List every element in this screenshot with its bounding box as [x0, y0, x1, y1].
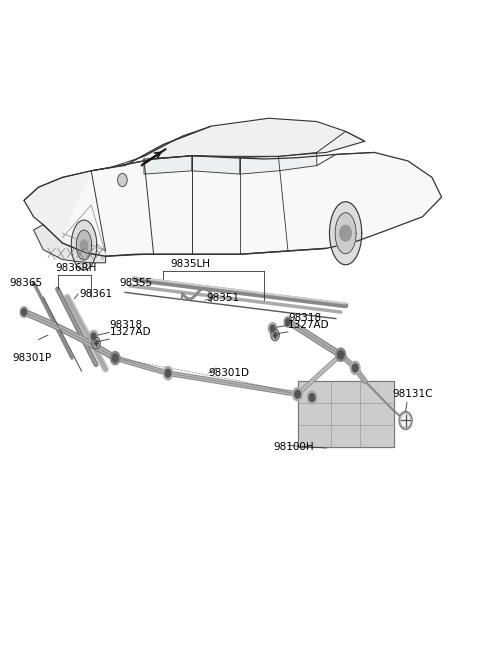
Polygon shape — [298, 381, 394, 447]
Text: 98301P: 98301P — [12, 353, 51, 363]
Circle shape — [92, 337, 100, 349]
Circle shape — [91, 333, 96, 340]
Polygon shape — [34, 225, 106, 263]
Text: 9835LH: 9835LH — [170, 260, 210, 269]
Text: 98361: 98361 — [79, 288, 112, 299]
Circle shape — [270, 325, 275, 332]
Circle shape — [89, 330, 98, 342]
Circle shape — [309, 394, 315, 401]
Text: 98318: 98318 — [288, 313, 321, 323]
Circle shape — [110, 351, 120, 365]
Circle shape — [163, 367, 173, 380]
Circle shape — [118, 173, 127, 187]
Text: 98131C: 98131C — [393, 390, 433, 399]
Polygon shape — [120, 118, 365, 166]
Polygon shape — [24, 152, 442, 256]
Circle shape — [338, 351, 344, 359]
Circle shape — [350, 361, 360, 374]
Text: 98365: 98365 — [10, 277, 43, 288]
Polygon shape — [329, 202, 362, 265]
Polygon shape — [91, 126, 211, 171]
Text: 98301D: 98301D — [209, 368, 250, 378]
Text: 98355: 98355 — [119, 277, 152, 288]
Text: 98100H: 98100H — [274, 442, 314, 452]
Circle shape — [338, 351, 344, 359]
Polygon shape — [340, 225, 351, 241]
Polygon shape — [71, 220, 97, 270]
Circle shape — [399, 411, 412, 430]
Circle shape — [286, 319, 290, 325]
Polygon shape — [24, 171, 106, 256]
Polygon shape — [80, 240, 88, 250]
Polygon shape — [76, 230, 92, 260]
Circle shape — [165, 369, 171, 377]
Circle shape — [20, 307, 28, 317]
Circle shape — [22, 309, 26, 315]
Circle shape — [293, 388, 302, 401]
Circle shape — [336, 348, 346, 361]
Polygon shape — [192, 156, 240, 174]
Polygon shape — [335, 213, 356, 254]
Circle shape — [307, 391, 317, 404]
Circle shape — [295, 390, 300, 398]
Text: 9836RH: 9836RH — [55, 263, 96, 273]
Circle shape — [271, 329, 279, 341]
Circle shape — [336, 348, 346, 361]
Text: 98351: 98351 — [206, 293, 240, 304]
Text: 98318: 98318 — [109, 321, 143, 330]
Polygon shape — [240, 152, 317, 174]
Circle shape — [401, 415, 410, 426]
Circle shape — [112, 354, 118, 362]
Circle shape — [284, 317, 292, 327]
Text: 1327AD: 1327AD — [109, 327, 151, 337]
Circle shape — [352, 364, 358, 372]
Circle shape — [94, 340, 98, 346]
Text: 1327AD: 1327AD — [288, 320, 330, 330]
Circle shape — [268, 323, 277, 334]
Circle shape — [273, 332, 277, 338]
Polygon shape — [144, 156, 192, 174]
